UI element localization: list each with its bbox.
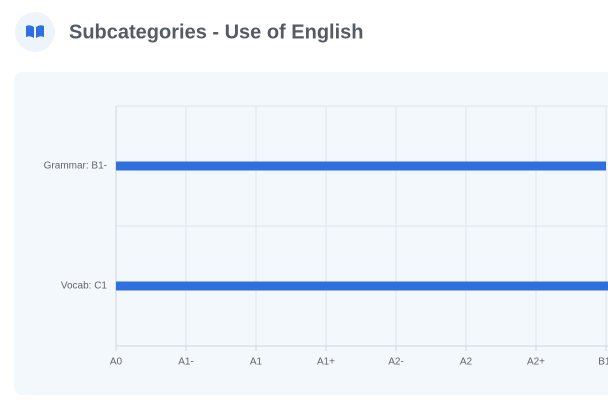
y-tick-label: Grammar: B1- <box>44 161 107 172</box>
bar <box>116 161 606 171</box>
x-tick-label: A1+ <box>317 357 335 368</box>
book-icon <box>26 25 44 38</box>
y-tick-label: Vocab: C1 <box>61 281 108 292</box>
x-tick-label: A0 <box>110 357 123 368</box>
icon-circle <box>15 12 55 52</box>
x-tick-label: B1- <box>598 357 608 368</box>
page-title: Subcategories - Use of English <box>69 21 364 43</box>
x-tick-label: A2- <box>388 357 404 368</box>
bar <box>116 281 608 291</box>
x-tick-label: A2+ <box>527 357 545 368</box>
chart-panel <box>14 72 608 395</box>
x-tick-label: A1- <box>178 357 194 368</box>
x-tick-label: A2 <box>460 357 473 368</box>
x-tick-label: A1 <box>250 357 263 368</box>
